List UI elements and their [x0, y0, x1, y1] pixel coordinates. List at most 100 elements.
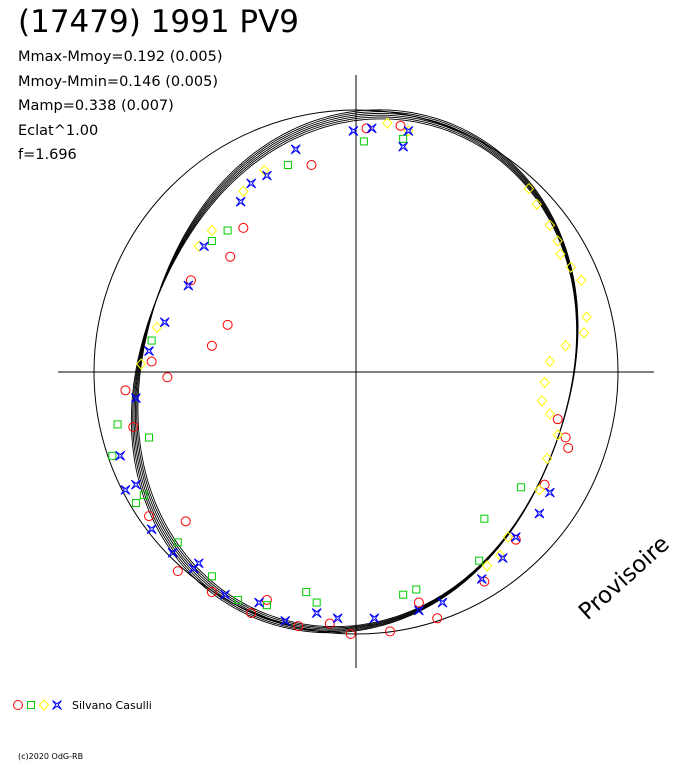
reference-circle — [93, 109, 619, 635]
data-point-star — [131, 479, 141, 490]
data-point-square — [480, 514, 489, 523]
data-point-circle — [225, 251, 236, 262]
data-point-circle — [146, 356, 157, 367]
stat-f: f=1.696 — [18, 147, 77, 163]
data-point-circle — [206, 340, 217, 351]
data-point-diamond — [578, 326, 590, 339]
data-point-star — [183, 280, 194, 291]
data-point-star — [131, 393, 141, 404]
observation-points — [108, 117, 592, 639]
data-point-diamond — [544, 408, 556, 420]
data-point-diamond — [565, 261, 577, 273]
data-point-square — [147, 336, 156, 345]
data-point-diamond — [481, 560, 493, 572]
data-point-circle — [563, 442, 574, 453]
data-point-square — [223, 226, 232, 235]
data-point-diamond — [206, 224, 218, 237]
stat-mamp: Mamp=0.338 (0.007) — [18, 98, 174, 114]
data-point-star — [220, 589, 230, 600]
data-point-star — [311, 608, 322, 618]
data-point-circle — [552, 414, 563, 425]
data-point-circle — [385, 626, 396, 637]
data-point-diamond — [539, 376, 550, 389]
data-point-square — [399, 134, 408, 143]
data-point-star — [510, 532, 521, 542]
data-point-circle — [144, 511, 155, 522]
data-point-circle — [560, 432, 571, 443]
data-point-star — [497, 553, 508, 563]
data-point-star — [235, 196, 246, 207]
data-point-circle — [238, 222, 249, 233]
data-point-star — [167, 547, 178, 558]
data-point-square — [139, 491, 148, 500]
data-point-circle — [222, 319, 233, 330]
data-point-circle — [345, 629, 356, 639]
data-point-diamond — [555, 248, 566, 260]
data-point-star — [144, 346, 154, 356]
data-point-star — [476, 574, 487, 584]
data-point-square — [262, 601, 271, 610]
data-point-diamond — [151, 321, 163, 334]
data-point-star — [115, 450, 126, 461]
copyright: (c)2020 OdG-RB — [18, 752, 84, 761]
data-point-circle — [185, 275, 196, 286]
observer-name: Silvano Casulli — [72, 698, 152, 712]
data-point-circle — [324, 618, 335, 629]
data-point-circle — [180, 516, 191, 527]
stat-eclat: Eclat^1.00 — [18, 122, 99, 139]
chart-title: (17479) 1991 PV9 — [18, 4, 300, 40]
data-point-diamond — [534, 484, 545, 496]
data-point-star — [437, 597, 448, 608]
data-point-diamond — [544, 219, 556, 232]
legend-symbols — [13, 699, 62, 711]
data-point-square — [283, 161, 292, 170]
data-point-diamond — [502, 531, 514, 543]
data-point-star — [534, 508, 545, 519]
data-point-diamond — [259, 164, 270, 177]
data-point-diamond — [581, 311, 592, 323]
data-point-circle — [293, 621, 304, 632]
data-point-star — [120, 484, 131, 495]
data-point-star — [366, 123, 377, 134]
model-curve — [137, 109, 579, 628]
data-point-square — [207, 237, 216, 245]
data-point-diamond — [135, 358, 147, 370]
data-point-diamond — [560, 340, 571, 352]
stat-mmax-mmoy: Mmax-Mmoy=0.192 (0.005) — [18, 49, 223, 65]
data-point-square — [302, 588, 311, 597]
data-point-star — [146, 524, 157, 535]
data-point-diamond — [542, 452, 553, 465]
data-point-star — [159, 317, 170, 328]
data-point-circle — [510, 534, 521, 545]
data-point-star — [193, 558, 204, 569]
data-point-star — [290, 144, 301, 155]
data-point-star — [332, 613, 343, 624]
data-point-star — [398, 141, 409, 152]
data-point-diamond — [531, 198, 542, 211]
stat-mmoy-mmin: Mmoy-Mmin=0.146 (0.005) — [18, 73, 219, 90]
legend-circle-icon — [13, 700, 23, 710]
data-point-circle — [120, 385, 131, 396]
legend-diamond-icon — [38, 699, 50, 711]
data-point-star — [280, 615, 291, 626]
data-point-circle — [172, 566, 183, 577]
data-point-square — [131, 499, 140, 507]
data-point-circle — [306, 160, 317, 171]
model-lightcurve-curves — [130, 109, 579, 634]
data-point-square — [145, 433, 154, 442]
legend-square-icon — [27, 701, 35, 709]
data-point-star — [199, 241, 209, 252]
data-point-diamond — [193, 240, 204, 252]
data-point-star — [254, 597, 264, 608]
model-curve — [136, 111, 579, 629]
data-point-square — [359, 137, 368, 146]
data-point-square — [412, 585, 421, 594]
legend: Silvano Casulli — [10, 696, 152, 714]
data-point-square — [475, 556, 484, 565]
data-point-circle — [128, 422, 139, 433]
model-curve — [130, 118, 578, 634]
data-point-diamond — [536, 395, 548, 407]
data-point-star — [369, 613, 380, 624]
data-point-star — [544, 487, 555, 498]
data-point-star — [348, 126, 359, 136]
